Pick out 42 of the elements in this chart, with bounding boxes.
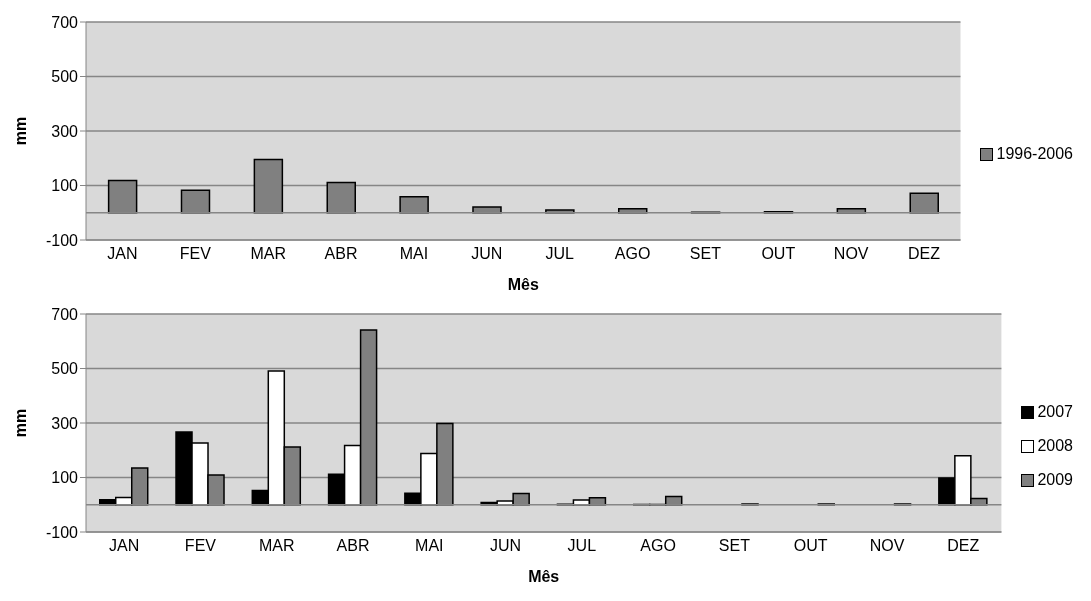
y-tick-label: 500	[51, 68, 79, 86]
x-tick-label: SET	[689, 245, 722, 263]
x-tick-label: FEV	[179, 245, 212, 263]
legend-label: 2008	[1037, 437, 1073, 455]
x-tick-label: OUT	[793, 537, 828, 555]
y-tick-label: 300	[51, 414, 79, 432]
y-axis-title: mm	[11, 408, 29, 438]
y-tick-label: 700	[51, 13, 79, 31]
legend-label: 2009	[1037, 471, 1073, 489]
x-tick-label: DEZ	[947, 537, 980, 555]
x-tick-label: JAN	[109, 537, 140, 555]
y-tick-label: 500	[51, 360, 79, 378]
x-axis-title: Mês	[507, 276, 539, 293]
x-tick-label: JUN	[471, 245, 503, 263]
x-tick-label: MAI	[415, 537, 444, 555]
x-tick-label: NOV	[833, 245, 869, 263]
x-tick-label: JAN	[107, 245, 138, 263]
x-tick-label: SET	[718, 537, 751, 555]
x-tick-label: MAI	[399, 245, 429, 263]
x-tick-label: FEV	[184, 537, 217, 555]
y-axis-title: mm	[11, 116, 29, 146]
x-tick-label: ABR	[324, 245, 358, 263]
x-tick-label: JUL	[545, 245, 575, 263]
x-tick-label: AGO	[614, 245, 651, 263]
x-tick-label: MAR	[250, 245, 286, 263]
y-tick-label: 700	[51, 305, 79, 323]
y-tick-label: 300	[51, 122, 79, 140]
x-tick-label: AGO	[640, 537, 676, 555]
y-tick-label: 100	[51, 177, 79, 195]
y-tick-label: -100	[45, 523, 79, 541]
legend-label: 2007	[1037, 403, 1073, 421]
legend-label: 1996-2006	[996, 145, 1073, 163]
x-tick-label: MAR	[258, 537, 295, 555]
x-tick-label: JUL	[567, 537, 597, 555]
x-tick-label: JUN	[490, 537, 522, 555]
y-tick-label: 100	[51, 469, 79, 487]
x-axis-title: Mês	[528, 568, 560, 585]
x-tick-label: OUT	[761, 245, 796, 263]
x-tick-label: ABR	[336, 537, 370, 555]
x-tick-label: DEZ	[908, 245, 941, 263]
x-tick-label: NOV	[869, 537, 905, 555]
y-tick-label: -100	[45, 231, 79, 249]
